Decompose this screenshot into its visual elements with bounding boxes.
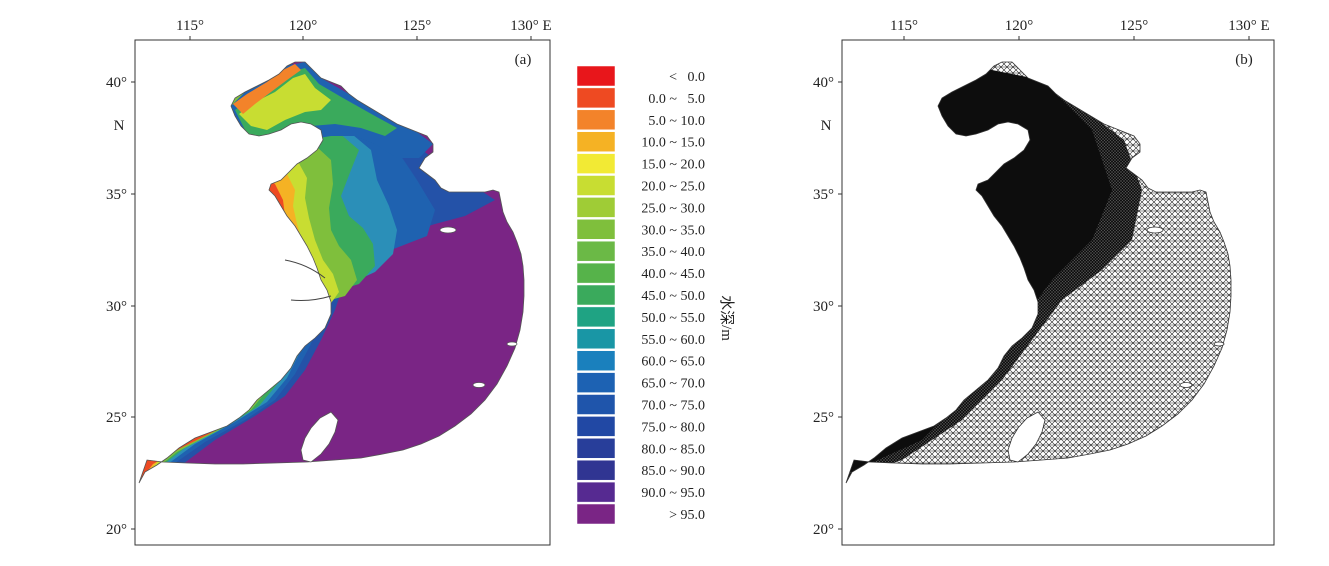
legend-swatch [576, 328, 616, 350]
legend-swatch [576, 109, 616, 131]
lon-tick-label: 115° [176, 18, 204, 34]
legend-label: 40.0 ~ 45.0 [641, 267, 705, 282]
legend-label: 70.0 ~ 75.0 [641, 399, 705, 414]
panel-a-label: (a) [515, 52, 532, 68]
legend-swatch [576, 65, 616, 87]
legend-label: 25.0 ~ 30.0 [641, 201, 705, 216]
panel-b-label: (b) [1235, 52, 1253, 68]
lon-tick-label: 130° E [1228, 18, 1269, 34]
lon-tick-label: 130° E [510, 18, 551, 34]
legend-label: > 95.0 [669, 508, 705, 523]
legend-label: < 0.0 [669, 70, 705, 85]
lat-ticks-b: 40° N 35° 30° 25° 20° [813, 75, 842, 538]
legend-label: 5.0 ~ 10.0 [648, 114, 705, 129]
legend-swatch [576, 394, 616, 415]
lat-tick-label: 35° [106, 187, 127, 203]
legend-label: 50.0 ~ 55.0 [641, 311, 705, 326]
legend-swatch [576, 87, 616, 109]
lat-unit-label: N [821, 118, 832, 134]
legend-label: 55.0 ~ 60.0 [641, 333, 705, 348]
legend-swatch [576, 131, 616, 152]
legend-label: 35.0 ~ 40.0 [641, 245, 705, 260]
lat-tick-label: 30° [106, 299, 127, 315]
legend-swatch [576, 350, 616, 371]
legend-label: 90.0 ~ 95.0 [641, 486, 705, 501]
legend-swatch [576, 197, 616, 218]
legend-label: 45.0 ~ 50.0 [641, 289, 705, 304]
legend-label: 20.0 ~ 25.0 [641, 180, 705, 195]
lon-tick-label: 120° [1005, 18, 1034, 34]
lat-tick-label: 20° [106, 522, 127, 538]
depth-legend: < 0.0 0.0 ~ 5.0 5.0 ~ 10.0 10.0 ~ 15.0 15.0 … [576, 65, 705, 525]
legend-label: 15.0 ~ 20.0 [641, 158, 705, 173]
lat-tick-label: 35° [813, 187, 834, 203]
lat-tick-label: 25° [813, 410, 834, 426]
legend-label: 10.0 ~ 15.0 [641, 136, 705, 151]
lat-unit-label: N [114, 118, 125, 134]
legend-label: 30.0 ~ 35.0 [641, 223, 705, 238]
panel-b: (b) 115° 120° 125° 130° E 40° N 35° 30° … [813, 18, 1275, 546]
lon-tick-label: 125° [403, 18, 432, 34]
legend-unit-label: 水深/m [718, 295, 735, 341]
legend-swatch [576, 219, 616, 240]
lat-tick-label: 40° [106, 75, 127, 91]
legend-swatch [576, 240, 616, 262]
panel-a-frame [134, 39, 551, 546]
legend-swatch [576, 438, 616, 459]
legend-label: 80.0 ~ 85.0 [641, 442, 705, 457]
lat-tick-label: 30° [813, 299, 834, 315]
lon-tick-label: 120° [289, 18, 318, 34]
legend-label: 60.0 ~ 65.0 [641, 355, 705, 370]
lon-ticks-a: 115° 120° 125° 130° E [176, 18, 552, 40]
lat-tick-label: 20° [813, 522, 834, 538]
lon-tick-label: 115° [890, 18, 918, 34]
lon-ticks-b: 115° 120° 125° 130° E [890, 18, 1270, 40]
panel-a: (a) 115° 120° 125° 130° E 40° N 35° 30° … [106, 18, 552, 546]
lon-tick-label: 125° [1120, 18, 1149, 34]
legend-swatch [576, 306, 616, 328]
legend-swatch [576, 372, 616, 393]
lat-tick-label: 25° [106, 410, 127, 426]
legend-swatch [576, 284, 616, 306]
legend-swatch [576, 175, 616, 196]
legend-label: 75.0 ~ 80.0 [641, 420, 705, 435]
legend-swatch [576, 481, 616, 503]
legend-swatch [576, 262, 616, 284]
panel-b-frame [841, 39, 1275, 546]
legend-swatch [576, 459, 616, 481]
legend-swatch [576, 153, 616, 174]
legend-label: 0.0 ~ 5.0 [648, 92, 705, 107]
legend-swatch [576, 416, 616, 437]
legend-swatch [576, 503, 616, 525]
lat-ticks-a: 40° N 35° 30° 25° 20° [106, 75, 135, 538]
legend-label: 65.0 ~ 70.0 [641, 377, 705, 392]
lat-tick-label: 40° [813, 75, 834, 91]
legend-label: 85.0 ~ 90.0 [641, 464, 705, 479]
